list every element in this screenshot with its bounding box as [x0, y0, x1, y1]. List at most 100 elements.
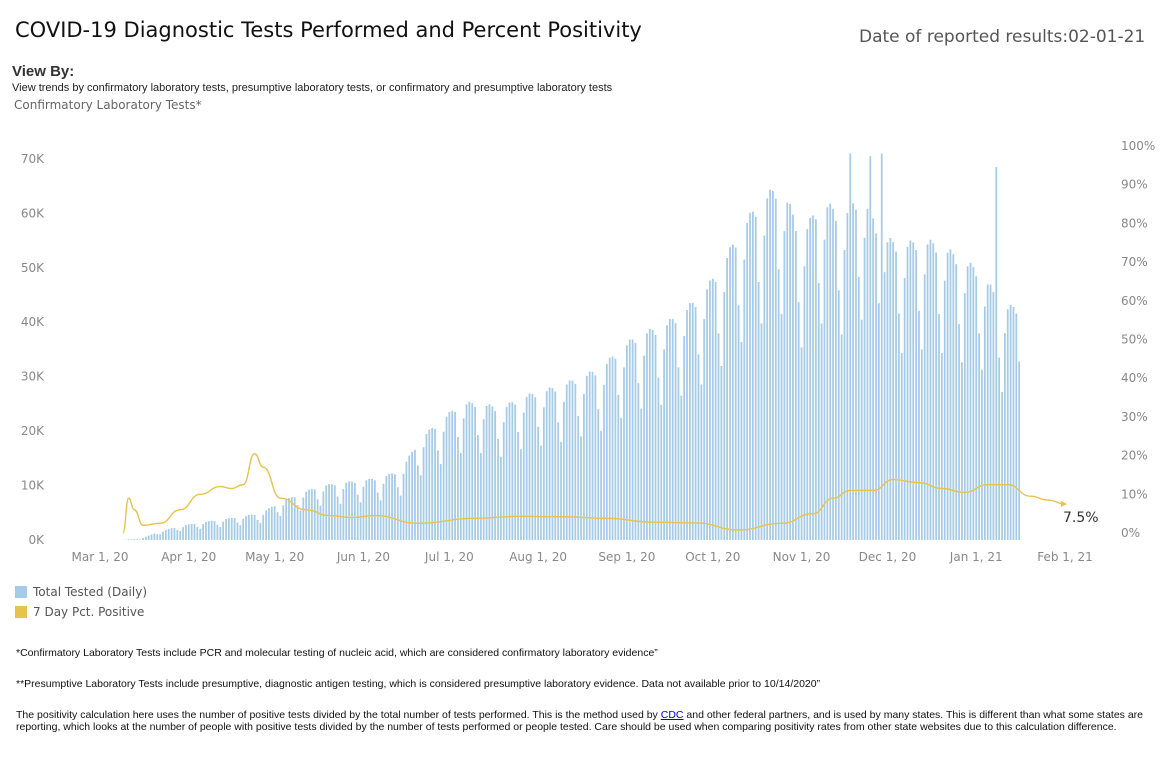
bar [187, 524, 190, 540]
bar [253, 514, 256, 540]
bar [279, 515, 282, 540]
y-left-tick-label: 30K [21, 370, 45, 384]
bar [961, 362, 963, 540]
bar [983, 306, 986, 540]
bar [316, 499, 319, 540]
bar [485, 406, 488, 540]
bar [548, 387, 551, 540]
bar [311, 489, 313, 540]
page-title: COVID-19 Diagnostic Tests Performed and … [15, 18, 642, 42]
legend: Total Tested (Daily) 7 Day Pct. Positive [15, 582, 147, 622]
bar [282, 505, 285, 540]
bar [929, 239, 932, 540]
bar [225, 518, 227, 540]
bar [445, 416, 448, 540]
bar [196, 526, 199, 540]
bar [1003, 333, 1006, 540]
bar [963, 293, 966, 540]
bar [293, 497, 296, 540]
bar [786, 202, 789, 540]
bar [826, 207, 829, 540]
bar [302, 497, 305, 540]
bar [591, 371, 594, 540]
bar [477, 435, 479, 540]
bar [583, 394, 585, 540]
bar [617, 394, 620, 540]
bar [127, 539, 130, 540]
bar [995, 167, 998, 541]
bar [520, 449, 522, 540]
footnote-method-text: The positivity calculation here uses the… [16, 709, 661, 721]
bar [903, 278, 906, 540]
bar [691, 302, 694, 540]
bar [654, 334, 657, 540]
bar [525, 396, 528, 540]
bar [459, 452, 462, 540]
bar [792, 214, 794, 540]
bar [565, 384, 568, 540]
bar [500, 456, 502, 540]
bar [408, 455, 411, 540]
bar [628, 339, 631, 540]
bar [651, 329, 654, 540]
bar [336, 496, 339, 540]
bar [723, 292, 726, 540]
reported-date-label: Date of reported results:02-01-21 [859, 27, 1146, 47]
bar [600, 430, 603, 540]
bar [981, 369, 983, 540]
bar [542, 407, 545, 540]
bar [248, 514, 250, 540]
bar [726, 258, 728, 540]
bar [923, 274, 926, 540]
bar [416, 465, 419, 540]
bar [625, 345, 628, 540]
view-by-selector[interactable]: Confirmatory Laboratory Tests* [14, 98, 202, 112]
bar [666, 325, 668, 540]
bar [545, 391, 548, 540]
bar [142, 538, 144, 540]
bar [783, 231, 786, 540]
bar [769, 189, 771, 540]
bar [729, 247, 731, 540]
y-left-tick-label: 40K [21, 315, 45, 329]
bar [414, 449, 416, 540]
bar [958, 324, 960, 540]
bar [694, 307, 697, 540]
bar [365, 480, 368, 540]
bar [517, 431, 519, 540]
bar [405, 461, 408, 540]
bar [342, 489, 345, 540]
bar [912, 242, 915, 540]
bar [133, 539, 136, 540]
bar [333, 485, 336, 540]
bar [147, 535, 150, 540]
legend-item-pct-positive[interactable]: 7 Day Pct. Positive [15, 602, 147, 622]
bar [348, 481, 351, 540]
bar [588, 371, 591, 540]
bar [422, 447, 425, 540]
bar [763, 235, 766, 541]
bar [918, 310, 920, 540]
bar [940, 353, 943, 540]
bar [680, 395, 683, 540]
view-by-heading: View By: [12, 63, 75, 80]
cdc-link[interactable]: CDC [660, 709, 684, 721]
bar [250, 514, 253, 540]
bar [797, 302, 800, 540]
bar [391, 473, 393, 540]
bar [144, 536, 147, 540]
legend-item-total-tested[interactable]: Total Tested (Daily) [15, 582, 147, 602]
bar [164, 529, 167, 540]
bar [233, 518, 236, 540]
x-tick-label: Feb 1, 21 [1037, 550, 1093, 564]
bar [374, 480, 376, 540]
bar [528, 393, 531, 540]
y-right-tick-label: 50% [1121, 333, 1148, 347]
bar [167, 528, 170, 540]
bar [800, 347, 803, 540]
bar [857, 276, 860, 540]
bar [646, 333, 648, 540]
bar [531, 393, 534, 540]
bar [806, 229, 809, 540]
bar [193, 523, 196, 540]
